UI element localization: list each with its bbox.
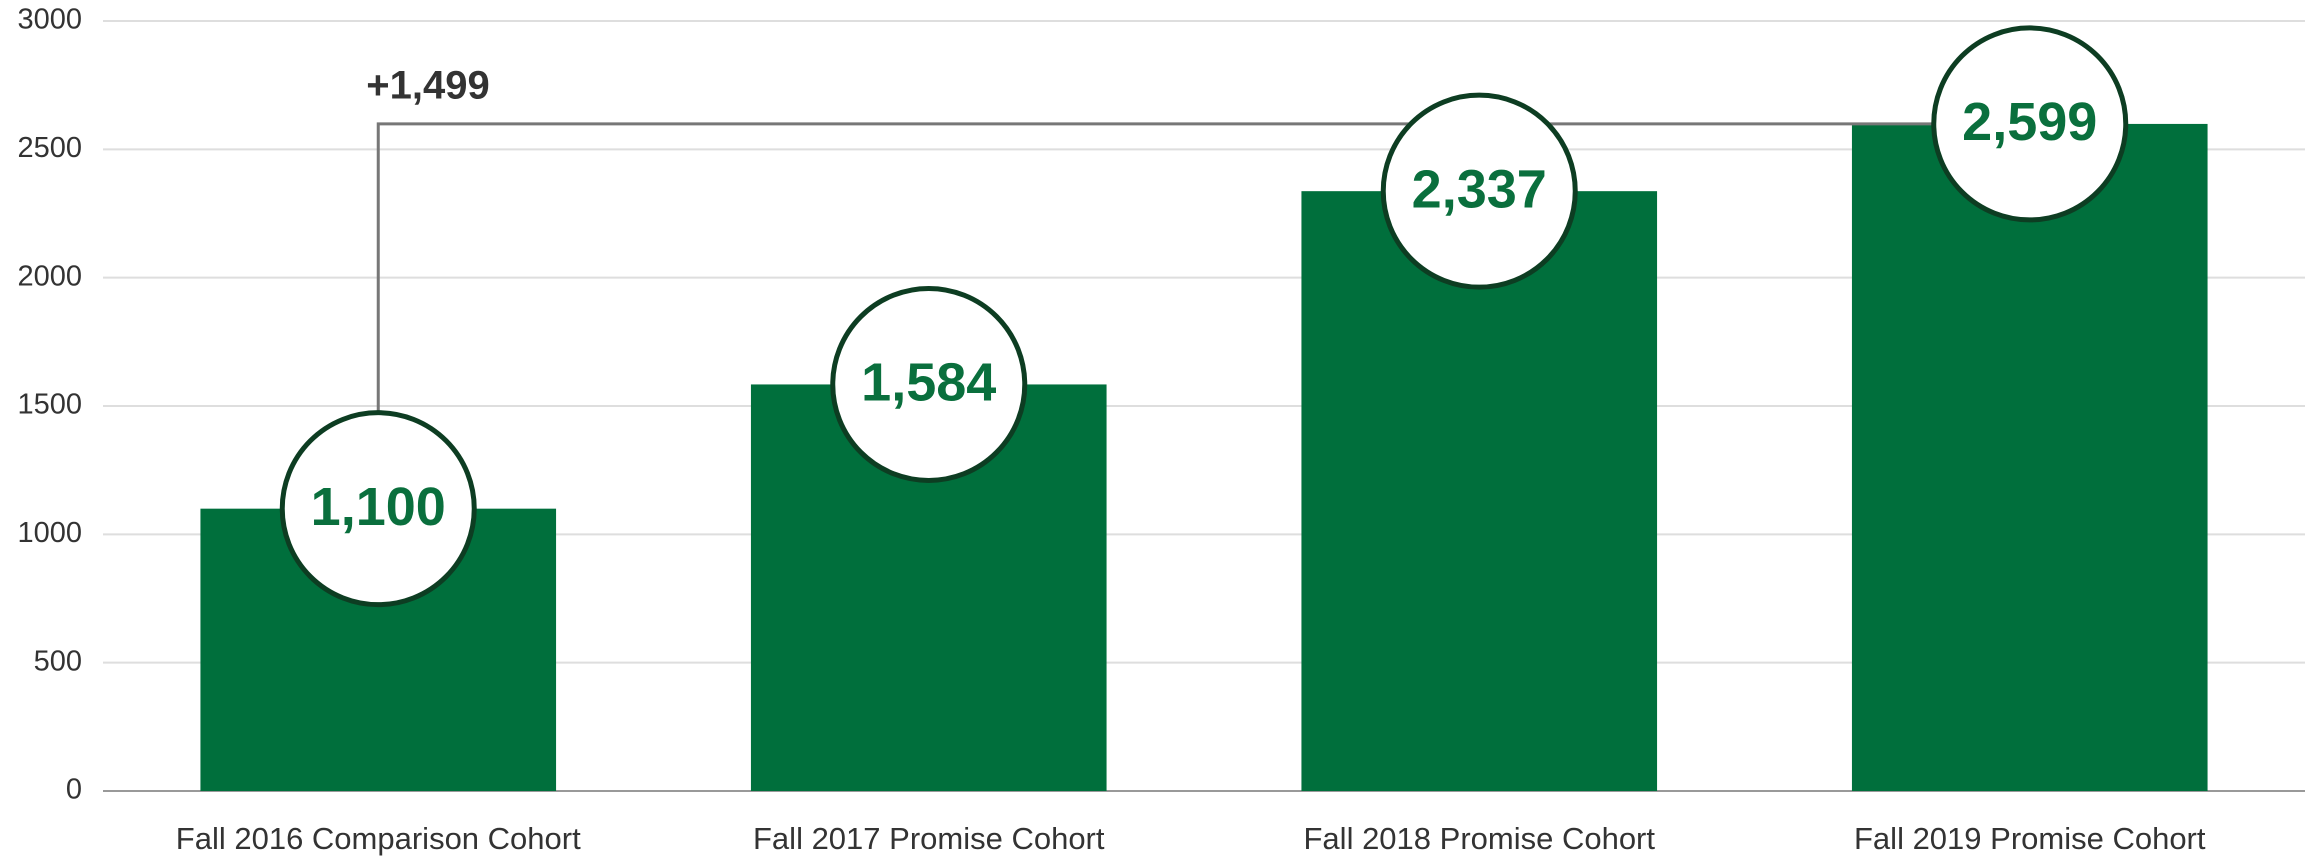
- value-badge: [1380, 92, 1578, 290]
- x-tick-label: Fall 2016 Comparison Cohort: [176, 821, 581, 856]
- y-tick-label: 2500: [17, 132, 82, 164]
- y-tick-label: 2000: [17, 260, 82, 292]
- y-tick-label: 3000: [17, 4, 82, 36]
- value-badge: [1931, 25, 2129, 223]
- value-badge: [830, 285, 1028, 483]
- x-tick-label: Fall 2017 Promise Cohort: [753, 821, 1105, 856]
- data-label: 1,100: [311, 477, 446, 537]
- x-tick-label: Fall 2019 Promise Cohort: [1854, 821, 2206, 856]
- y-tick-label: 0: [66, 774, 82, 806]
- bar: [1301, 191, 1658, 792]
- value-badge: [279, 410, 477, 608]
- bar: [1851, 123, 2208, 791]
- data-label: 2,599: [1962, 92, 2097, 152]
- y-tick-label: 500: [34, 645, 82, 677]
- data-label: 1,584: [861, 353, 996, 413]
- data-label: 2,337: [1412, 159, 1547, 219]
- y-tick-label: 1000: [17, 517, 82, 549]
- bracket: [376, 122, 2030, 413]
- y-tick-label: 1500: [17, 389, 82, 421]
- annotation: +1,499: [366, 63, 489, 107]
- x-tick-label: Fall 2018 Promise Cohort: [1304, 821, 1656, 856]
